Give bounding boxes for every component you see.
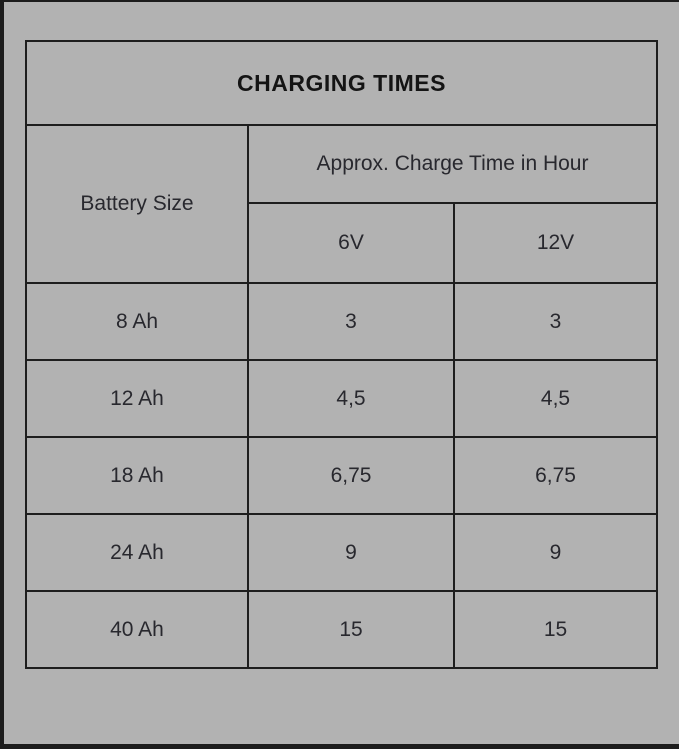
table-title: CHARGING TIMES xyxy=(25,40,658,126)
cell-12v-time: 4,5 xyxy=(453,359,658,438)
header-battery-size: Battery Size xyxy=(25,124,249,284)
table-row: 8 Ah 3 3 xyxy=(25,282,658,361)
charging-times-table: CHARGING TIMES Battery Size Approx. Char… xyxy=(25,40,658,669)
cell-battery-size: 8 Ah xyxy=(25,282,249,361)
cell-12v-time: 15 xyxy=(453,590,658,669)
cell-battery-size: 24 Ah xyxy=(25,513,249,592)
cell-12v-time: 3 xyxy=(453,282,658,361)
table-row: 40 Ah 15 15 xyxy=(25,590,658,669)
header-12v: 12V xyxy=(453,202,658,284)
cell-6v-time: 6,75 xyxy=(247,436,455,515)
cell-6v-time: 3 xyxy=(247,282,455,361)
cell-12v-time: 6,75 xyxy=(453,436,658,515)
cell-battery-size: 18 Ah xyxy=(25,436,249,515)
table-title-row: CHARGING TIMES xyxy=(25,40,658,126)
table-row: 18 Ah 6,75 6,75 xyxy=(25,436,658,515)
table-header-row: Battery Size Approx. Charge Time in Hour xyxy=(25,124,658,284)
header-6v: 6V xyxy=(247,202,455,284)
page-edge-bottom xyxy=(0,744,679,749)
header-charge-time: Approx. Charge Time in Hour xyxy=(247,124,658,204)
page-edge-left xyxy=(0,0,4,749)
cell-6v-time: 4,5 xyxy=(247,359,455,438)
cell-6v-time: 9 xyxy=(247,513,455,592)
cell-battery-size: 12 Ah xyxy=(25,359,249,438)
cell-12v-time: 9 xyxy=(453,513,658,592)
page-edge-top xyxy=(0,0,679,2)
cell-6v-time: 15 xyxy=(247,590,455,669)
table-subheader-row: 6V 12V xyxy=(26,202,658,284)
table-row: 12 Ah 4,5 4,5 xyxy=(25,359,658,438)
cell-battery-size: 40 Ah xyxy=(25,590,249,669)
table-row: 24 Ah 9 9 xyxy=(25,513,658,592)
